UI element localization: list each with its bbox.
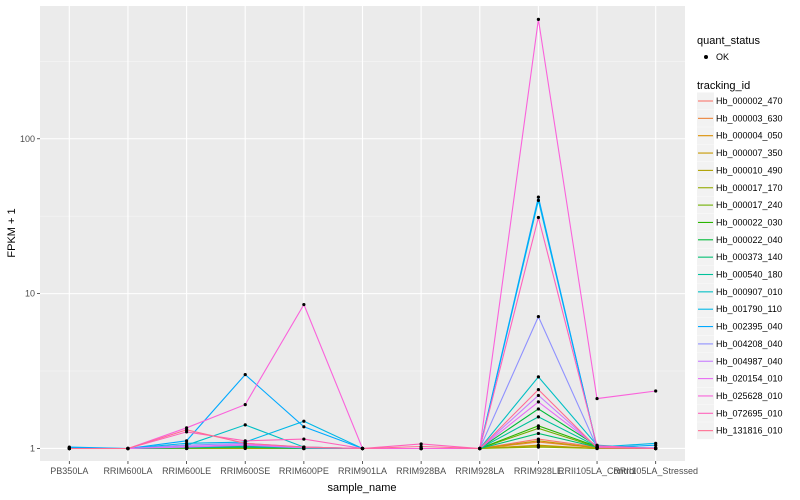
data-point	[419, 444, 423, 449]
data-point	[536, 439, 541, 443]
legend-label: Hb_004987_040	[716, 356, 783, 366]
legend-label: Hb_000022_030	[716, 217, 783, 227]
data-point	[536, 215, 541, 220]
data-point	[536, 315, 541, 319]
series-legend-entries: Hb_000002_470 Hb_000003_630 Hb_000004_050 H…	[697, 92, 783, 440]
legend-label: Hb_131816_010	[716, 426, 783, 436]
series-legend-title: tracking_id	[697, 80, 750, 92]
x-tick-label: RRII105LA_Control	[558, 466, 636, 476]
legend-label: Hb_020154_010	[716, 374, 783, 384]
data-point	[654, 389, 658, 393]
data-point	[302, 419, 306, 423]
data-point	[536, 426, 541, 430]
marker-legend-key	[704, 55, 708, 59]
marker-legend-label: OK	[716, 52, 729, 62]
legend-label: Hb_000004_050	[716, 131, 783, 141]
data-point	[243, 439, 247, 443]
x-tick-label: RRIM600LA	[103, 466, 152, 476]
data-point	[243, 372, 247, 377]
data-point	[184, 444, 189, 449]
data-point	[243, 402, 247, 407]
data-point	[67, 446, 71, 451]
legend-label: Hb_001790_110	[716, 304, 782, 314]
data-point	[536, 415, 541, 419]
legend-label: Hb_000540_180	[716, 270, 783, 280]
data-point	[536, 198, 541, 202]
legend-label: Hb_000017_240	[716, 200, 783, 210]
legend-label: Hb_004208_040	[716, 339, 783, 349]
legend-label: Hb_000017_170	[716, 183, 783, 193]
major-gridlines	[40, 6, 685, 461]
data-point	[536, 445, 541, 449]
legend-label: Hb_025628_010	[716, 391, 783, 401]
data-point	[595, 446, 599, 450]
y-tick-label: 100	[20, 134, 35, 144]
x-tick-label: PB350LA	[50, 466, 88, 476]
data-point	[184, 439, 189, 443]
data-point	[536, 424, 541, 428]
x-tick-label: RRIM928LA	[455, 466, 504, 476]
data-point	[536, 17, 541, 21]
legend-label: Hb_000010_490	[716, 165, 783, 175]
x-axis-title: sample_name	[327, 482, 396, 494]
marker-legend-title: quant_status	[697, 35, 760, 47]
data-point	[536, 387, 541, 392]
y-tick-label: 1	[30, 443, 35, 453]
data-point	[536, 431, 541, 436]
legend-label: Hb_000003_630	[716, 113, 783, 123]
data-point	[536, 407, 541, 411]
data-point	[654, 446, 658, 451]
data-point	[126, 446, 130, 451]
data-point	[243, 423, 247, 427]
y-axis-title: FPKM + 1	[6, 208, 18, 257]
data-point	[243, 441, 247, 445]
data-point	[302, 425, 306, 429]
legend-label: Hb_000007_350	[716, 148, 783, 158]
legend-label: Hb_000907_010	[716, 287, 783, 297]
data-point	[184, 428, 189, 432]
data-point	[595, 396, 599, 401]
legend-label: Hb_072695_010	[716, 408, 783, 418]
legend: quant_status OK tracking_id Hb_000002_47…	[697, 35, 783, 440]
data-point	[360, 446, 365, 451]
x-axis: PB350LA RRIM600LA RRIM600LE RRIM600SE RRIM60…	[50, 461, 698, 476]
data-point	[536, 400, 541, 404]
data-point	[536, 375, 541, 379]
data-point	[302, 445, 306, 449]
data-point	[536, 195, 541, 199]
legend-label: Hb_000022_040	[716, 235, 783, 245]
marker-legend-entries: OK	[704, 52, 729, 62]
series-points	[67, 17, 658, 451]
x-tick-label: RRII105LA_Stressed	[613, 466, 698, 476]
legend-label: Hb_000373_140	[716, 252, 783, 262]
x-tick-label: RRIM600LE	[162, 466, 211, 476]
x-tick-label: RRIM928LE	[514, 466, 563, 476]
x-tick-label: RRIM901LA	[338, 466, 387, 476]
data-point	[478, 446, 482, 451]
data-point	[419, 442, 423, 446]
data-point	[302, 302, 306, 307]
y-axis: 1 10 100	[20, 134, 40, 453]
x-tick-label: RRIM600PE	[279, 466, 329, 476]
legend-label: Hb_002395_040	[716, 322, 783, 332]
y-tick-label: 10	[25, 289, 35, 299]
data-point	[536, 393, 541, 398]
data-point	[302, 437, 306, 441]
x-tick-label: RRIM928BA	[396, 466, 446, 476]
legend-label: Hb_000002_470	[716, 96, 783, 106]
x-tick-label: RRIM600SE	[220, 466, 270, 476]
data-point	[654, 443, 658, 447]
